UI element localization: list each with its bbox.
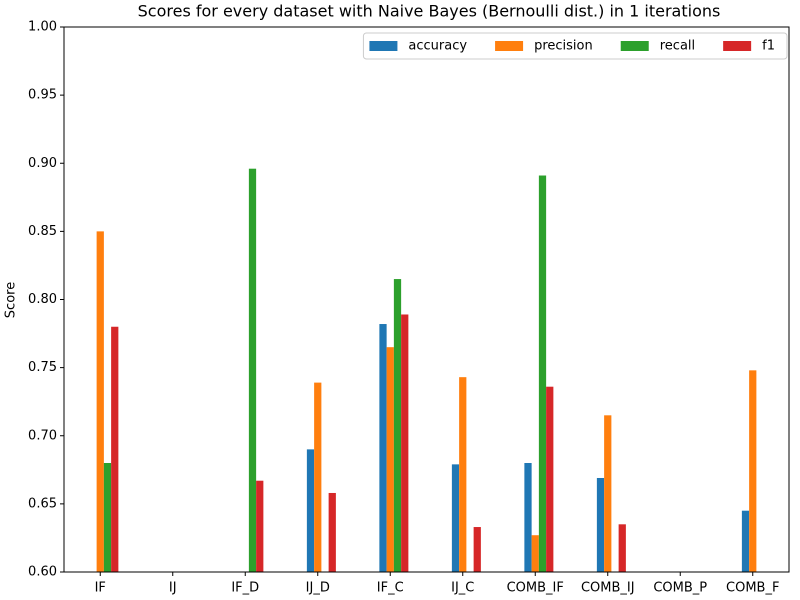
legend-swatch bbox=[723, 41, 752, 51]
bar bbox=[524, 463, 532, 572]
bar bbox=[393, 279, 402, 572]
plot-area bbox=[96, 168, 757, 572]
y-tick-label: 0.85 bbox=[28, 224, 57, 239]
bar bbox=[111, 326, 119, 572]
legend-label: precision bbox=[534, 39, 593, 54]
axes-frame bbox=[63, 26, 790, 573]
legend-swatch bbox=[495, 41, 524, 51]
legend-label: recall bbox=[660, 39, 695, 54]
legend-box bbox=[362, 32, 788, 60]
bar bbox=[328, 492, 336, 572]
bar bbox=[306, 449, 315, 572]
y-tick-label: 0.95 bbox=[28, 88, 57, 103]
bar bbox=[459, 377, 467, 572]
bar bbox=[248, 168, 257, 572]
x-tick-label: COMB_IJ bbox=[581, 581, 635, 596]
bar bbox=[538, 175, 547, 572]
bar bbox=[596, 477, 605, 572]
x-tick-label: COMB_IF bbox=[507, 581, 564, 596]
y-tick-label: 0.60 bbox=[28, 565, 57, 580]
x-tick-label: IF bbox=[95, 581, 106, 596]
bar bbox=[473, 527, 481, 572]
legend-label: accuracy bbox=[408, 39, 467, 54]
legend-swatch bbox=[620, 41, 649, 51]
y-tick-label: 0.80 bbox=[28, 292, 57, 307]
x-tick-label: IJ_D bbox=[306, 581, 330, 596]
x-tick-label: IF_D bbox=[231, 581, 259, 596]
y-tick-label: 0.70 bbox=[28, 428, 57, 443]
y-tick-label: 1.00 bbox=[28, 20, 57, 35]
bar bbox=[401, 314, 409, 572]
legend: accuracy precision recall f1 bbox=[362, 32, 788, 60]
x-tick-label: IJ bbox=[169, 581, 177, 596]
x-tick-label: IJ_C bbox=[451, 581, 474, 596]
bar bbox=[604, 415, 612, 572]
bar bbox=[379, 324, 387, 572]
bar bbox=[103, 463, 112, 572]
bar bbox=[451, 464, 460, 572]
chart-title: Scores for every dataset with Naive Baye… bbox=[138, 2, 721, 21]
bar bbox=[741, 510, 750, 572]
bar bbox=[96, 231, 104, 572]
bar bbox=[618, 524, 626, 572]
legend-label: f1 bbox=[762, 39, 775, 54]
bar bbox=[749, 370, 757, 572]
bar bbox=[314, 382, 322, 572]
bar bbox=[256, 480, 264, 572]
y-tick-label: 0.75 bbox=[28, 360, 57, 375]
x-tick-label: COMB_F bbox=[726, 581, 779, 596]
bar bbox=[546, 386, 554, 572]
bar bbox=[531, 535, 539, 572]
x-tick-label: IF_C bbox=[377, 581, 404, 596]
y-axis-label: Score bbox=[4, 282, 19, 318]
y-tick-label: 0.65 bbox=[28, 496, 57, 511]
legend-swatch bbox=[369, 41, 398, 51]
bar bbox=[386, 347, 394, 572]
y-tick-label: 0.90 bbox=[28, 156, 57, 171]
x-tick-label: COMB_P bbox=[653, 581, 707, 596]
